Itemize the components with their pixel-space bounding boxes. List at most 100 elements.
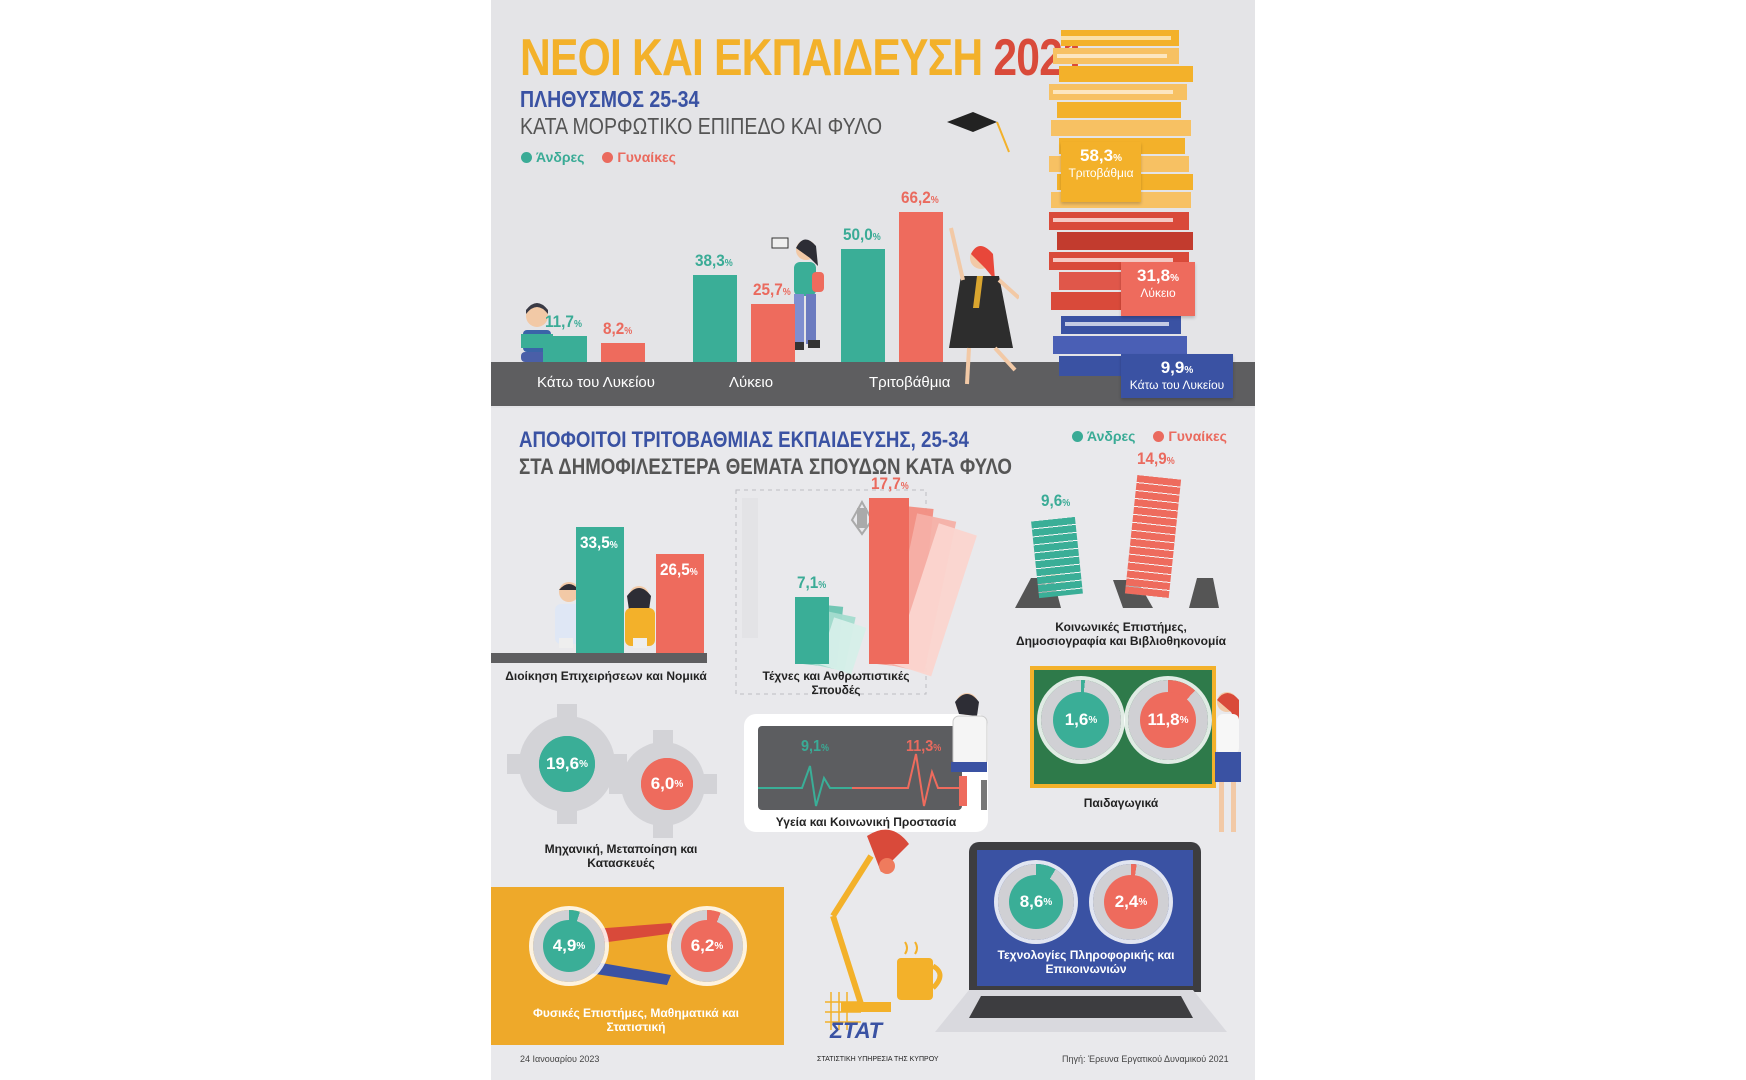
caption-business: Διοίκηση Επιχειρήσεων και Νομικά — [505, 669, 707, 683]
ring-natsci-women-center: 6,2% — [681, 920, 733, 972]
bar-business-value: 26,5% — [660, 559, 698, 579]
stack-tag-category: Λύκειο — [1140, 286, 1176, 300]
subtitle-population: ΠΛΗΘΥΣΜΟΣ 25-34 — [520, 86, 700, 112]
paper-sheet — [1031, 517, 1083, 599]
ring-engineering-women: 6,0% — [641, 758, 693, 810]
stack-tag-category: Κάτω του Λυκείου — [1129, 378, 1225, 392]
ring-value: 19,6 — [546, 754, 580, 773]
ring-engineering-women-center: 6,0% — [641, 758, 693, 810]
bar-business — [656, 553, 704, 653]
main-title: ΝΕΟΙ ΚΑΙ ΕΚΠΑΙΔΕΥΣΗ 2021 — [520, 28, 1086, 88]
section2-title: ΑΠΟΦΟΙΤΟΙ ΤΡΙΤΟΒΑΘΜΙΑΣ ΕΚΠΑΙΔΕΥΣΗΣ, 25-3… — [519, 427, 969, 452]
legend-men: Άνδρες — [1087, 428, 1136, 444]
ring-ict-men: 8,6% — [998, 864, 1074, 940]
graduate-illustration — [947, 112, 1019, 385]
girl-with-phone-illustration — [771, 237, 824, 350]
bar-value-label: 25,7% — [753, 279, 791, 299]
teacher-illustration — [1215, 692, 1241, 832]
heart-monitor — [758, 726, 962, 810]
footer-date: 24 Ιανουαρίου 2023 — [520, 1054, 600, 1064]
stack-tag-value: 31,8% — [1137, 266, 1179, 285]
ring-education-men-center: 1,6% — [1053, 692, 1109, 748]
stack-tag-value: 58,3% — [1080, 146, 1122, 165]
ring-value: 6,2 — [690, 936, 715, 955]
ring-ict-women: 2,4% — [1093, 864, 1169, 940]
bar-business — [576, 527, 624, 653]
category-label: Κάτω του Λυκείου — [537, 374, 655, 391]
caption-social: Κοινωνικές Επιστήμες, Δημοσιογραφία και … — [1015, 620, 1227, 648]
men-dot-icon — [521, 152, 532, 163]
bar-value-label: 11,7% — [545, 311, 582, 331]
ring-value: 1,6 — [1064, 710, 1089, 729]
bar-arts-value: 7,1% — [797, 573, 827, 593]
ring-value: 2,4 — [1114, 892, 1139, 911]
ring-natsci-men-center: 4,9% — [543, 920, 595, 972]
legend-section2: Άνδρες Γυναίκες — [1072, 428, 1227, 444]
desk-surface — [491, 653, 707, 663]
cystat-logo-text: ΣΤΑΤ — [830, 1018, 883, 1043]
ring-education-women: 11,8% — [1128, 680, 1208, 760]
ring-ict-women-center: 2,4% — [1104, 875, 1158, 929]
cystat-logo-icon — [825, 992, 861, 1030]
bar-arts-value: 17,7% — [871, 473, 909, 493]
bar-value-label: 66,2% — [901, 188, 939, 208]
footer-source: Πηγή: Έρευνα Εργατικού Δυναμικού 2021 — [1062, 1054, 1229, 1064]
women-dot-icon — [602, 152, 614, 163]
infographic-poster: ΝΕΟΙ ΚΑΙ ΕΚΠΑΙΔΕΥΣΗ 2021 ΠΛΗΘΥΣΜΟΣ 25-34… — [491, 0, 1255, 1080]
caption-natural-sciences: Φυσικές Επιστήμες, Μαθηματικά και Στατισ… — [532, 1006, 740, 1034]
ring-ict-men-center: 8,6% — [1009, 875, 1063, 929]
legend-men: Άνδρες — [536, 149, 585, 165]
ring-education-women-center: 11,8% — [1140, 692, 1196, 748]
women-dot-icon — [1153, 431, 1165, 442]
scientist-illustration — [951, 693, 988, 810]
category-label: Τριτοβάθμια — [869, 374, 951, 391]
ring-natsci-women: 6,2% — [671, 910, 743, 982]
stack-tag: 58,3% Τριτοβάθμια — [1061, 142, 1141, 202]
ring-value: 11,8 — [1147, 710, 1180, 729]
bar-men — [841, 249, 885, 362]
caption-ict: Τεχνολογίες Πληροφορικής και Επικοινωνιώ… — [997, 948, 1175, 976]
health-men-value: 9,1% — [801, 738, 830, 755]
caption-arts: Τέχνες και Ανθρωπιστικές Σπουδές — [762, 669, 910, 697]
bar-value-label: 38,3% — [695, 251, 733, 271]
bar-value-label: 8,2% — [603, 319, 633, 339]
stack-tag-value: 9,9% — [1160, 358, 1194, 377]
book-stack-illustration — [1049, 30, 1195, 376]
stack-tag: 31,8% Λύκειο — [1121, 262, 1195, 316]
bar-men — [693, 275, 737, 362]
swatch-front — [869, 497, 909, 664]
ring-value: 4,9 — [552, 936, 577, 955]
heartbeat-line — [758, 753, 962, 807]
category-label: Λύκειο — [729, 374, 774, 391]
legend-women: Γυναίκες — [617, 149, 676, 165]
health-women-value: 11,3% — [906, 738, 942, 755]
gears-illustration — [507, 704, 717, 838]
ring-value: 6,0 — [650, 774, 675, 793]
bar-women — [601, 343, 645, 362]
bar-business-value: 33,5% — [580, 533, 618, 553]
bar-men — [543, 335, 587, 362]
caption-engineering: Μηχανική, Μεταποίηση και Κατασκευές — [544, 842, 698, 870]
ring-value: 8,6 — [1019, 892, 1044, 911]
footer-org: ΣΤΑΤΙΣΤΙΚΗ ΥΠΗΡΕΣΙΑ ΤΗΣ ΚΥΠΡΟΥ — [817, 1056, 939, 1063]
bar-women — [899, 212, 943, 362]
legend-top: Άνδρες Γυναίκες — [521, 149, 676, 165]
desk-lamp-illustration — [830, 829, 909, 1012]
ring-natsci-men: 4,9% — [533, 910, 605, 982]
stack-tag: 9,9% Κάτω του Λυκείου — [1121, 354, 1233, 398]
bar-social-value: 14,9% — [1137, 448, 1175, 468]
legend-women: Γυναίκες — [1168, 428, 1227, 444]
ring-engineering-men: 19,6% — [539, 736, 595, 792]
caption-education: Παιδαγωγικά — [1083, 796, 1159, 810]
ring-engineering-men-center: 19,6% — [539, 736, 595, 792]
subtitle-by-level: ΚΑΤΑ ΜΟΡΦΩΤΙΚΟ ΕΠΙΠΕΔΟ ΚΑΙ ΦΥΛΟ — [520, 113, 883, 139]
ring-education-men: 1,6% — [1041, 680, 1121, 760]
laptop-keyboard — [935, 990, 1227, 1032]
main-title-text: ΝΕΟΙ ΚΑΙ ΕΚΠΑΙΔΕΥΣΗ — [520, 29, 983, 87]
men-dot-icon — [1072, 431, 1083, 442]
swatch-front — [795, 597, 829, 664]
bar-value-label: 50,0% — [843, 225, 881, 244]
bar-women — [751, 303, 795, 362]
bar-social-value: 9,6% — [1041, 491, 1071, 511]
caption-health: Υγεία και Κοινωνική Προστασία — [775, 815, 957, 829]
